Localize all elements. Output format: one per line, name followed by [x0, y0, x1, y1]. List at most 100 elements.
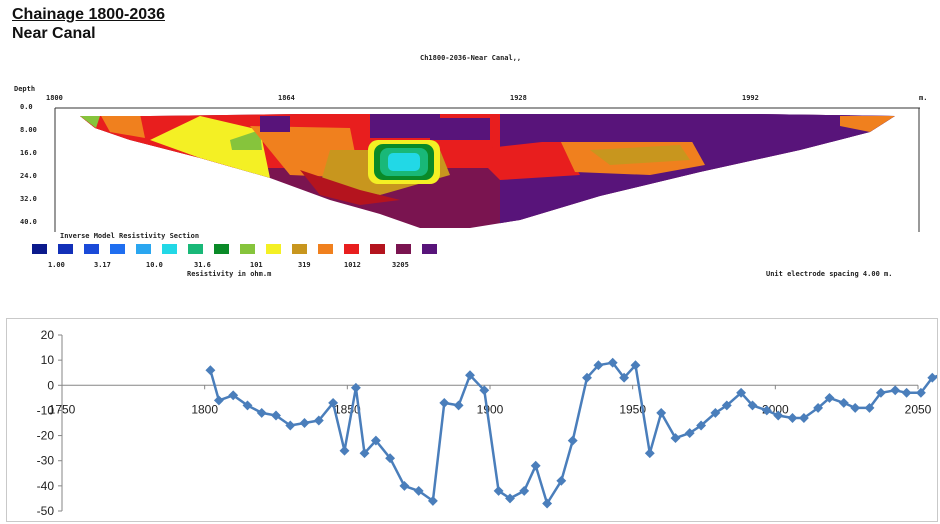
depth-tick-label: 0.0: [20, 103, 33, 111]
x-tick-label: 1900: [477, 402, 504, 416]
page-subtitle: Near Canal: [12, 25, 96, 42]
line-chart-plot: 20 10 0 -10 -20 -30 -40 -50 1750 1800 1850 1900 1950…: [37, 328, 937, 518]
resistivity-unit-label: Resistivity in ohm.m: [187, 270, 272, 278]
y-tick-label: 0: [47, 378, 54, 392]
section-body: [80, 114, 895, 228]
legend-swatch: [396, 244, 411, 254]
data-point: [850, 402, 861, 413]
y-tick-label: -20: [37, 429, 55, 443]
unit-label: m.: [919, 94, 928, 102]
data-point: [927, 372, 937, 383]
data-point: [542, 498, 553, 509]
data-point: [205, 365, 216, 376]
depth-tick-label: 40.0: [20, 218, 37, 226]
data-point: [761, 405, 772, 416]
legend-swatch: [136, 244, 151, 254]
legend-title: Inverse Model Resistivity Section: [60, 232, 200, 240]
data-point: [670, 433, 681, 444]
data-point: [787, 413, 798, 423]
y-tick-label: -10: [37, 403, 55, 417]
x-tick-label: 1850: [334, 402, 361, 416]
depth-label: Depth: [14, 85, 36, 93]
depth-tick-label: 16.0: [20, 149, 37, 157]
data-point: [439, 397, 450, 408]
legend-swatch: [370, 244, 385, 254]
y-tick-label: 20: [41, 328, 55, 342]
y-tick-label: -40: [37, 479, 55, 493]
x-tick-label: 2050: [905, 402, 932, 416]
legend-value: 10.0: [146, 261, 163, 269]
legend-swatch: [58, 244, 73, 254]
data-point: [479, 385, 490, 396]
x-tick-label: 1750: [49, 402, 76, 416]
legend-swatch: [344, 244, 359, 254]
data-point: [359, 448, 370, 459]
legend-value: 3205: [392, 261, 409, 269]
data-point: [798, 413, 809, 423]
data-point: [915, 387, 926, 398]
data-point: [875, 387, 886, 398]
x-tick-label: 1950: [619, 402, 646, 416]
series-line: [209, 361, 937, 505]
page-title: Chainage 1800-2036: [12, 6, 165, 23]
legend-swatch: [240, 244, 255, 254]
section-title: Ch1800-2036-Near Canal,,: [420, 54, 522, 62]
data-point: [901, 387, 912, 398]
depth-tick-label: 8.00: [20, 126, 37, 134]
data-point: [519, 485, 530, 496]
legend-swatch: [188, 244, 203, 254]
x-tick-label: 1800: [191, 402, 218, 416]
y-tick-label: -50: [37, 504, 55, 518]
data-point: [838, 397, 849, 408]
legend-swatch: [84, 244, 99, 254]
top-tick-label: 1864: [278, 94, 295, 102]
y-tick-label: 10: [41, 353, 55, 367]
legend-swatch: [214, 244, 229, 254]
data-point: [567, 435, 578, 446]
data-point: [556, 475, 567, 486]
legend-swatch: [292, 244, 307, 254]
depth-tick-label: 32.0: [20, 195, 37, 203]
data-point: [299, 418, 310, 428]
data-point: [684, 428, 695, 439]
legend-swatch: [32, 244, 47, 254]
data-point: [399, 480, 410, 491]
legend-value: 319: [298, 261, 311, 269]
legend-value: 1012: [344, 261, 361, 269]
legend-swatch: [318, 244, 333, 254]
legend-swatch: [110, 244, 125, 254]
electrode-spacing-label: Unit electrode spacing 4.00 m.: [766, 270, 893, 278]
data-point: [530, 460, 541, 471]
data-point: [630, 360, 641, 371]
resistivity-section: [54, 107, 920, 232]
data-point: [890, 385, 901, 396]
data-point: [242, 400, 253, 411]
data-point: [339, 445, 350, 456]
legend-value: 31.6: [194, 261, 211, 269]
top-tick-label: 1992: [742, 94, 759, 102]
data-point: [453, 400, 464, 411]
data-point: [607, 357, 618, 368]
data-point: [710, 407, 721, 418]
data-point: [864, 402, 875, 413]
data-point: [644, 448, 655, 459]
data-point: [656, 407, 667, 418]
legend-value: 101: [250, 261, 263, 269]
data-point: [736, 387, 747, 398]
legend-swatch: [162, 244, 177, 254]
data-point: [256, 407, 267, 418]
data-point: [696, 420, 707, 431]
y-tick-label: -30: [37, 454, 55, 468]
data-point: [721, 400, 732, 411]
data-point: [385, 453, 396, 464]
line-chart: 20 10 0 -10 -20 -30 -40 -50 1750 1800 1850 1900 1950…: [6, 318, 938, 522]
data-point: [824, 392, 835, 403]
legend-swatch: [266, 244, 281, 254]
legend-value: 3.17: [94, 261, 111, 269]
legend-value: 1.00: [48, 261, 65, 269]
depth-tick-label: 24.0: [20, 172, 37, 180]
data-point: [350, 382, 361, 393]
data-point: [619, 372, 630, 383]
legend-swatch: [422, 244, 437, 254]
data-point: [773, 410, 784, 421]
